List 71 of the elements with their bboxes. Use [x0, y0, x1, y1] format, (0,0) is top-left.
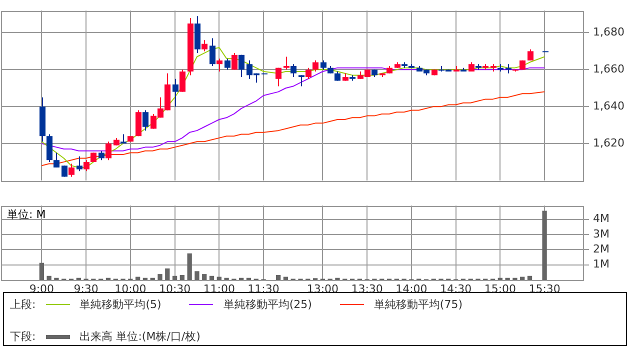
candlestick — [180, 69, 186, 92]
x-tick-label: 11:00 — [203, 282, 236, 296]
x-tick-label: 13:00 — [306, 282, 339, 296]
candlestick — [76, 156, 82, 172]
legend-title: 下段: — [10, 329, 36, 344]
bar — [276, 274, 281, 280]
legend-label: 出来高 単位:(M株/口/枚) — [80, 329, 200, 344]
x-tick-label: 10:30 — [158, 282, 191, 296]
candlestick — [98, 150, 104, 161]
x-tick-label: 15:30 — [528, 282, 560, 296]
bar — [216, 276, 222, 280]
candlestick — [276, 67, 282, 87]
bar — [165, 268, 170, 280]
candlestick — [216, 58, 222, 72]
bar — [209, 276, 214, 280]
candlestick — [120, 134, 126, 144]
y-tick-label: 4M — [593, 212, 610, 226]
candlestick — [68, 163, 74, 178]
candlestick — [136, 110, 142, 137]
candlestick — [106, 141, 112, 161]
candlestick — [298, 74, 304, 87]
bar — [172, 276, 178, 280]
candlestick — [284, 56, 290, 70]
candlestick — [238, 54, 244, 78]
candlestick — [172, 78, 178, 108]
bar — [39, 262, 44, 280]
y-tick-label: 1,660 — [593, 62, 624, 76]
candlestick — [232, 52, 238, 70]
candlestick — [290, 64, 296, 78]
bar — [202, 274, 207, 280]
bar — [520, 276, 525, 280]
candlestick — [54, 152, 60, 168]
bar — [187, 253, 192, 280]
candlestick — [224, 58, 230, 70]
legend-label: 単純移動平均(75) — [374, 297, 462, 312]
candlestick — [320, 60, 326, 70]
candlestick — [84, 160, 90, 172]
candlestick — [528, 48, 534, 61]
x-tick-label: 10:00 — [114, 282, 146, 296]
bar — [135, 276, 140, 280]
candlestick — [312, 60, 318, 72]
bar — [46, 276, 52, 280]
candlestick — [142, 110, 148, 132]
x-tick-label: 9:30 — [74, 282, 98, 296]
x-tick-label: 11:30 — [248, 282, 280, 296]
y-tick-label: 3M — [593, 227, 610, 240]
candlestick — [306, 67, 312, 80]
bar — [158, 274, 162, 280]
x-tick-label: 9:00 — [29, 282, 54, 296]
y-tick-label: 2M — [593, 242, 610, 256]
bar — [194, 271, 200, 280]
x-tick-label: 15:00 — [484, 282, 516, 296]
candlestick — [90, 152, 96, 162]
x-tick-label: 13:30 — [351, 282, 383, 296]
candlestick — [202, 40, 208, 52]
annotation: 単位: M — [7, 208, 46, 221]
bar — [542, 210, 547, 280]
y-tick-label: 1,620 — [593, 136, 624, 150]
legend-label: 単純移動平均(25) — [223, 297, 312, 312]
x-tick-label: 14:30 — [440, 282, 472, 296]
bar — [180, 274, 185, 280]
candlestick — [46, 134, 52, 162]
candlestick — [210, 38, 216, 66]
bar — [283, 276, 288, 280]
bar — [527, 276, 532, 280]
y-tick-label: 1M — [593, 258, 610, 271]
y-tick-label: 1,680 — [593, 26, 624, 39]
y-tick-label: 1,640 — [593, 99, 624, 112]
legend-label: 単純移動平均(5) — [80, 297, 162, 312]
legend-title: 上段: — [10, 297, 36, 312]
x-tick-label: 14:00 — [396, 282, 428, 296]
